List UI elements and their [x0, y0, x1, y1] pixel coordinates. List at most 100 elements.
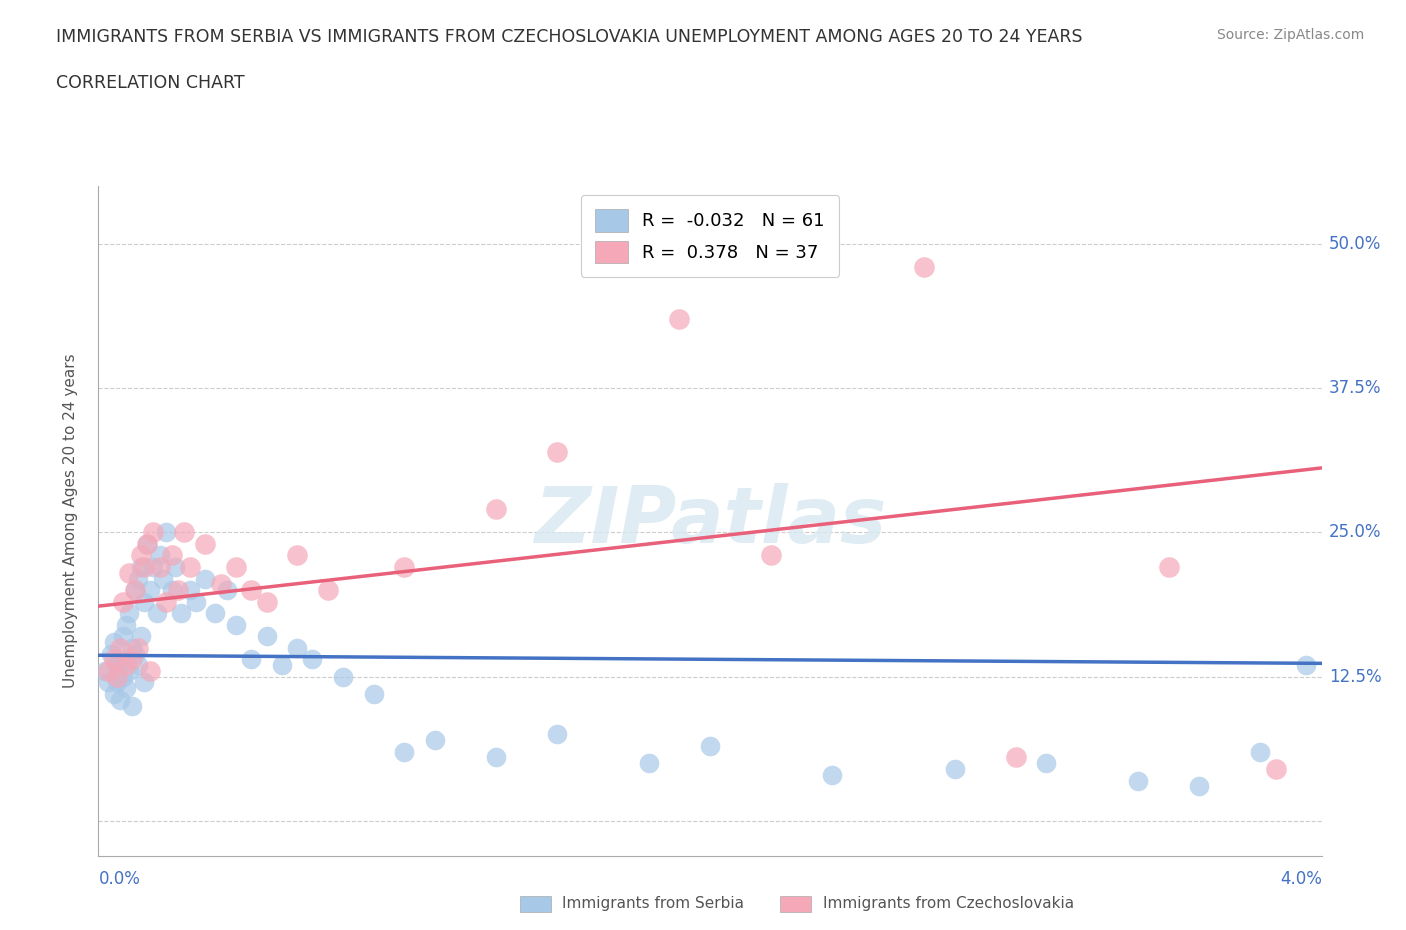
Point [97, 663, 120, 678]
Text: 50.0%: 50.0% [1329, 234, 1381, 253]
Point [1157, 560, 1180, 575]
Point [129, 548, 152, 563]
Point [111, 594, 134, 609]
Text: Source: ZipAtlas.com: Source: ZipAtlas.com [1216, 28, 1364, 42]
Point [121, 698, 143, 713]
Point [332, 670, 354, 684]
Point [124, 646, 146, 661]
Point [105, 670, 128, 684]
Point [1035, 756, 1057, 771]
Point [301, 652, 323, 667]
Point [111, 629, 134, 644]
Point [108, 652, 131, 667]
Point [761, 548, 783, 563]
Point [100, 646, 122, 661]
Point [485, 502, 508, 517]
Point [115, 681, 138, 696]
Point [105, 675, 128, 690]
Point [108, 692, 131, 707]
Point [134, 594, 156, 609]
Point [129, 560, 152, 575]
Point [155, 525, 177, 539]
Point [1295, 658, 1317, 672]
Point [149, 560, 172, 575]
Text: CORRELATION CHART: CORRELATION CHART [56, 74, 245, 92]
Point [129, 629, 152, 644]
Point [270, 658, 294, 672]
Point [943, 762, 966, 777]
Point [173, 525, 195, 539]
Point [204, 605, 226, 620]
Point [1249, 744, 1271, 759]
Point [821, 767, 844, 782]
Point [699, 738, 721, 753]
Point [118, 565, 141, 580]
Point [240, 652, 263, 667]
Point [149, 548, 172, 563]
Text: ZIPatlas: ZIPatlas [534, 483, 886, 559]
Point [546, 445, 568, 459]
Point [118, 605, 141, 620]
Point [93, 663, 115, 678]
Point [1264, 762, 1286, 777]
Point [316, 582, 339, 597]
Point [423, 733, 446, 748]
Point [115, 618, 138, 632]
Point [225, 560, 247, 575]
Point [209, 577, 232, 591]
Point [121, 652, 143, 667]
Point [363, 686, 385, 701]
Point [139, 582, 162, 597]
Point [124, 582, 146, 597]
Text: IMMIGRANTS FROM SERBIA VS IMMIGRANTS FROM CZECHOSLOVAKIA UNEMPLOYMENT AMONG AGES: IMMIGRANTS FROM SERBIA VS IMMIGRANTS FRO… [56, 28, 1083, 46]
Point [127, 571, 149, 586]
Text: 12.5%: 12.5% [1329, 668, 1381, 685]
Point [285, 641, 308, 656]
Point [160, 548, 183, 563]
Point [179, 582, 201, 597]
Point [103, 652, 125, 667]
Point [118, 663, 141, 678]
Point [170, 605, 193, 620]
Text: 25.0%: 25.0% [1329, 524, 1381, 541]
Point [256, 594, 278, 609]
Point [136, 537, 159, 551]
Point [127, 658, 149, 672]
Point [256, 629, 278, 644]
Point [215, 582, 238, 597]
Point [163, 560, 186, 575]
Point [124, 582, 146, 597]
Text: Immigrants from Serbia: Immigrants from Serbia [562, 897, 744, 911]
Point [179, 560, 201, 575]
Point [145, 605, 167, 620]
Text: Immigrants from Czechoslovakia: Immigrants from Czechoslovakia [823, 897, 1074, 911]
Point [912, 259, 935, 274]
Point [1128, 773, 1150, 788]
Point [115, 658, 138, 672]
Text: 0.0%: 0.0% [98, 870, 141, 888]
Point [194, 571, 217, 586]
Point [121, 641, 143, 656]
Point [225, 618, 247, 632]
Point [103, 634, 125, 649]
Point [103, 686, 125, 701]
Point [127, 641, 149, 656]
Point [546, 727, 568, 742]
Point [167, 582, 190, 597]
Point [637, 756, 661, 771]
Y-axis label: Unemployment Among Ages 20 to 24 years: Unemployment Among Ages 20 to 24 years [63, 353, 77, 688]
Point [392, 560, 416, 575]
Text: 37.5%: 37.5% [1329, 379, 1381, 397]
Point [108, 641, 131, 656]
Point [105, 658, 128, 672]
Point [392, 744, 416, 759]
Point [285, 548, 308, 563]
Point [186, 594, 208, 609]
Point [134, 560, 156, 575]
Point [142, 525, 165, 539]
Point [160, 582, 183, 597]
Point [152, 571, 174, 586]
Point [136, 537, 159, 551]
Text: 4.0%: 4.0% [1279, 870, 1322, 888]
Point [155, 594, 177, 609]
